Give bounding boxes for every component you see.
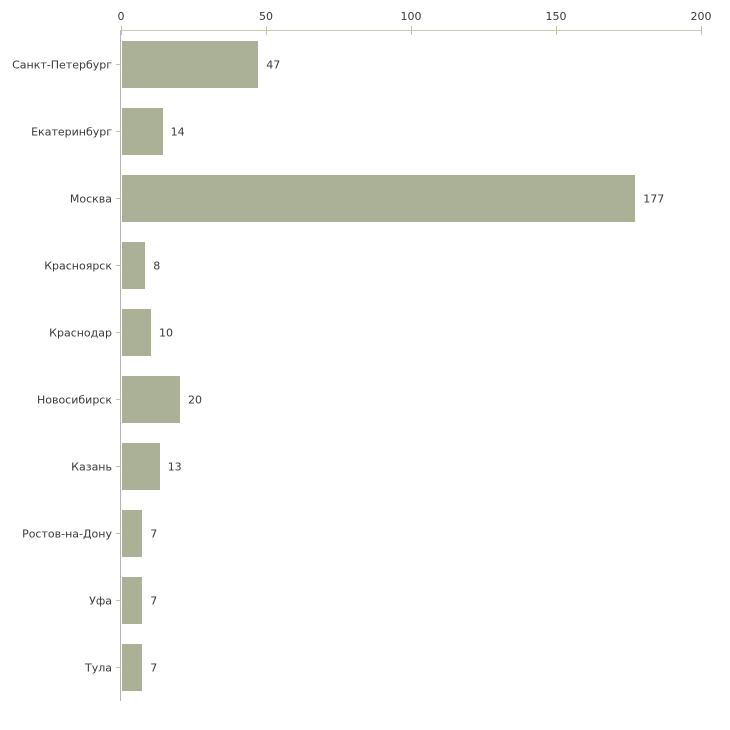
bar-row: Ростов-на-Дону 7 [22, 500, 701, 567]
category-label: Казань [71, 460, 112, 473]
plot-area: 0 50 100 150 200 Санкт-Петербург 47 Екатеринбур… [12, 11, 712, 701]
x-axis-tick-label: 0 [117, 10, 125, 23]
category-label: Красноярск [44, 259, 112, 272]
y-axis-tick-mark [116, 532, 121, 534]
bar-row: Санкт-Петербург 47 [12, 31, 701, 98]
bar [122, 108, 163, 155]
y-axis-tick-mark [116, 130, 121, 132]
x-axis-tick-label: 100 [400, 10, 422, 23]
bar-row: Екатеринбург 14 [31, 98, 701, 165]
x-axis-tick-mark [700, 26, 702, 35]
bar-row: Москва 177 [70, 165, 701, 232]
bar [122, 443, 160, 490]
y-axis-tick-mark [116, 63, 121, 65]
x-axis-tick-label: 200 [690, 10, 712, 23]
value-label: 20 [188, 393, 202, 406]
value-label: 14 [170, 125, 185, 138]
bar-row: Казань 13 [71, 433, 701, 500]
bar [122, 376, 180, 423]
bar [122, 510, 143, 557]
value-label: 7 [150, 527, 158, 540]
bar-row: Тула 7 [85, 634, 701, 701]
bar [122, 577, 143, 624]
bar [122, 644, 143, 691]
bar [122, 309, 151, 356]
category-label: Екатеринбург [31, 125, 112, 138]
y-axis-tick-mark [116, 465, 121, 467]
bar [122, 175, 636, 222]
x-axis-tick-mark [555, 26, 557, 35]
value-label: 47 [266, 58, 281, 71]
category-label: Уфа [89, 594, 112, 607]
category-label: Ростов-на-Дону [22, 527, 112, 540]
category-label: Санкт-Петербург [12, 58, 112, 71]
category-label: Тула [84, 661, 112, 674]
bar-row: Новосибирск 20 [37, 366, 701, 433]
value-label: 10 [159, 326, 173, 339]
x-axis-tick-mark [120, 26, 122, 35]
category-label: Новосибирск [36, 393, 112, 406]
bar [122, 41, 259, 88]
y-axis-tick-mark [116, 599, 121, 601]
bar-row: Красноярск 8 [44, 232, 701, 299]
bar-row: Уфа 7 [89, 567, 701, 634]
value-label: 13 [167, 460, 182, 473]
x-axis-tick-mark [410, 26, 412, 35]
bar-row: Краснодар 10 [49, 299, 701, 366]
y-axis-tick-mark [116, 666, 121, 668]
y-axis-tick-mark [116, 264, 121, 266]
x-axis-tick-label: 150 [545, 10, 567, 23]
value-label: 7 [150, 661, 158, 674]
bar [122, 242, 146, 289]
category-label: Краснодар [49, 326, 112, 339]
y-axis-tick-mark [116, 197, 121, 199]
y-axis-tick-mark [116, 331, 121, 333]
value-label: 177 [643, 192, 665, 205]
x-axis-tick-label: 50 [259, 10, 273, 23]
x-axis-tick-mark [265, 26, 267, 35]
category-label: Москва [69, 192, 112, 205]
value-label: 7 [150, 594, 158, 607]
value-label: 8 [153, 259, 161, 272]
y-axis-tick-mark [116, 398, 121, 400]
